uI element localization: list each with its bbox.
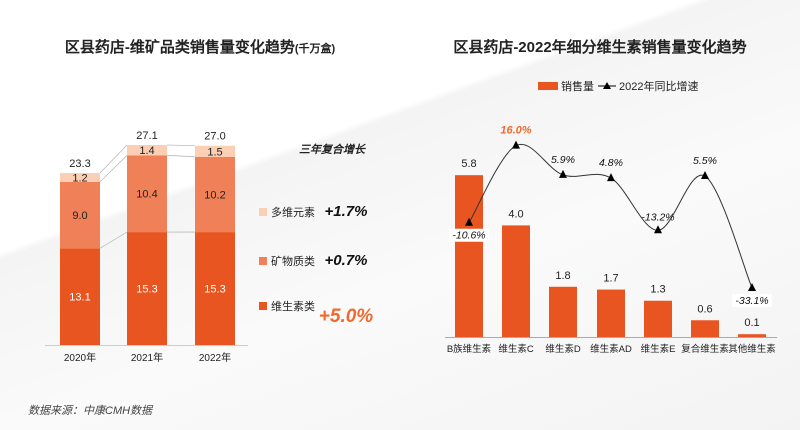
bar-维生素类-2020年 [60,248,100,345]
bar-矿物质类-2020年 [60,181,100,249]
total-label: 27.0 [204,131,225,143]
bar-label: 13.1 [69,292,90,304]
legend-label-line: 2022年同比增速 [619,79,698,93]
growth-marker [465,217,473,226]
bar-label: 1.3 [650,284,665,296]
bar-label: 4.0 [508,208,523,220]
title-unit: (千万盒) [295,41,336,55]
growth-label: -33.1% [735,295,768,307]
x-tick-label: 维生素C [498,343,534,355]
bar-多维元素-2020年 [60,173,100,182]
legend-label: 多维元素 [271,205,315,219]
bar-维生素类-2022年 [195,232,235,345]
bar-label: 0.6 [697,303,712,315]
legend-swatch [259,257,267,265]
cagr-value: +5.0% [319,306,374,327]
bar-label: 5.8 [461,158,476,170]
bar-label: 10.2 [204,189,225,201]
left-chart-title: 区县药店-维矿品类销售量变化趋势(千万盒) [65,38,336,56]
bar-多维元素-2021年 [127,145,167,156]
bar-label: 1.8 [555,270,570,282]
legend-swatch-bar [538,82,558,90]
x-tick-label: 维生素D [545,343,581,355]
connector-line [99,231,128,249]
growth-marker [654,225,662,234]
x-tick-label: 2020年 [64,351,96,364]
x-tick-label: 复合维生素 [681,343,729,355]
legend-label: 维生素类 [271,299,315,313]
bar-label: 1.7 [603,273,618,285]
bar-label: 15.3 [136,284,157,296]
bar-维生素E [644,300,672,337]
total-label: 27.1 [136,130,157,142]
growth-label: -10.6% [452,230,485,242]
bar-维生素C [502,225,530,337]
bar-维生素类-2021年 [127,232,167,345]
growth-label: -13.2% [641,211,674,223]
bar-label: 1.5 [207,146,222,158]
legend-swatch [259,208,267,216]
growth-marker [559,169,567,178]
growth-marker [701,171,709,180]
growth-marker [512,140,520,149]
bar-label: 1.4 [139,145,154,157]
source-note: 数据来源：中康CMH数据 [28,405,153,417]
cagr-value: +0.7% [325,252,368,269]
x-tick-label: 维生素E [641,343,676,355]
growth-label: 16.0% [500,125,531,137]
x-tick-label: 2021年 [131,351,163,364]
right-chart-title: 区县药店-2022年细分维生素销售量变化趋势 [453,38,746,56]
connector-line [99,155,128,183]
bar-其他维生素 [738,334,766,337]
bar-label: 0.1 [744,317,759,329]
bar-矿物质类-2021年 [127,155,167,233]
bar-label: 15.3 [204,284,225,296]
bar-维生素D [549,286,577,337]
legend-label-bar: 销售量 [561,79,594,93]
growth-label: 5.9% [551,154,575,166]
bar-多维元素-2022年 [195,145,235,157]
legend-swatch [259,302,267,310]
cagr-value: +1.7% [325,203,368,220]
label-background [449,228,489,242]
bar-label: 1.2 [72,172,87,184]
connector-line [99,144,128,174]
x-tick-label: 其他维生素 [728,343,776,355]
growth-marker [607,173,615,182]
bar-label: 10.4 [136,189,157,201]
x-tick-label: 2022年 [199,351,231,364]
x-tick-label: B族维生素 [447,343,492,355]
bar-复合维生素 [691,320,719,337]
x-tick-label: 维生素AD [590,343,632,355]
growth-marker [748,282,756,291]
bar-label: 9.0 [72,210,87,222]
connector-line [166,154,196,158]
growth-label: 5.5% [693,155,717,167]
legend-label: 矿物质类 [271,254,315,268]
bar-B族维生素 [455,175,483,337]
growth-label: 4.8% [599,157,623,169]
bar-矿物质类-2022年 [195,156,235,233]
bar-维生素AD [597,289,625,337]
cagr-title: 三年复合增长 [299,143,366,156]
legend-triangle-icon [603,82,611,89]
connector-line [166,144,196,147]
label-background [732,293,772,307]
total-label: 23.3 [69,158,90,170]
